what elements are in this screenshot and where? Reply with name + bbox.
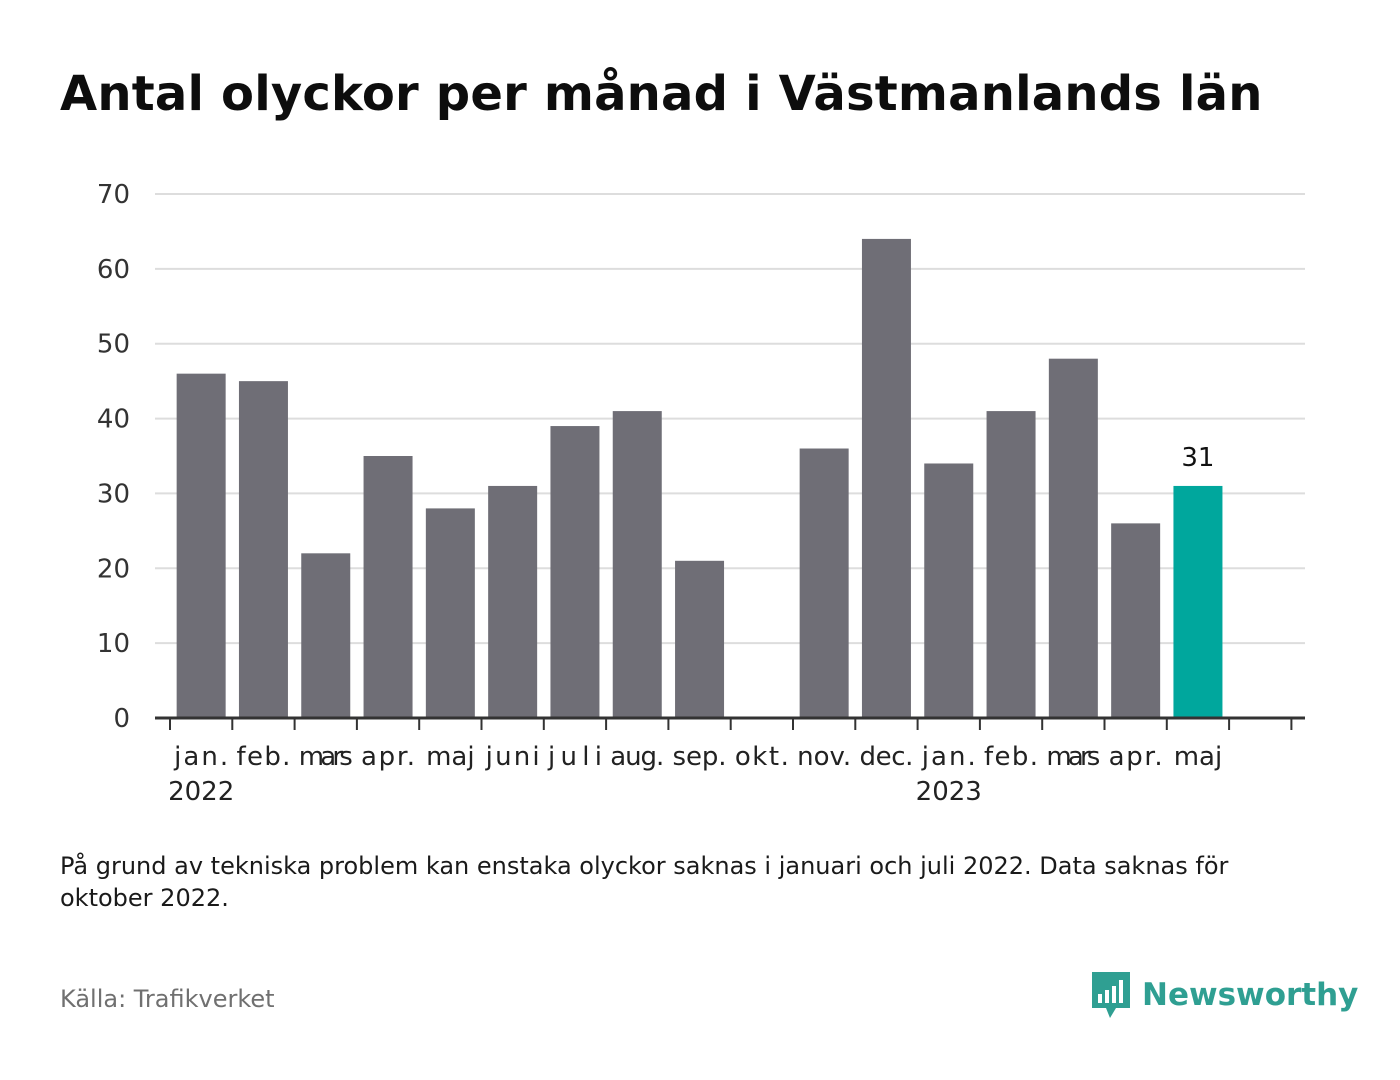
y-tick-label: 70: [97, 180, 130, 210]
x-axis-tick-labels: jan. feb. mars apr. maj juni juli aug. sep. okt. n…: [168, 742, 1222, 807]
bar-chart-logo-icon: [1092, 972, 1130, 1018]
y-tick-label: 60: [97, 255, 130, 285]
x-tick-label: okt.: [735, 742, 789, 772]
bars: [176, 238, 1223, 718]
x-tick-label: nov.: [797, 742, 851, 772]
y-tick-label: 30: [97, 479, 130, 509]
x-tick-label: aug.: [610, 742, 664, 772]
bar: [363, 456, 413, 718]
x-tick-label: apr.: [361, 742, 415, 772]
y-tick-label: 10: [97, 629, 130, 659]
bar: [301, 553, 351, 718]
y-axis-tick-labels: 0 10 20 30 40 50 60 70: [97, 180, 130, 734]
x-tick-label: juli: [547, 742, 602, 772]
bar: [488, 485, 538, 718]
bar: [986, 411, 1036, 718]
x-tick-label: feb.: [236, 742, 290, 772]
bar: [550, 426, 600, 718]
x-tick-label: jan.: [921, 742, 976, 772]
x-axis: [155, 716, 1305, 730]
y-tick-label: 0: [113, 704, 130, 734]
x-tick-label: feb.: [984, 742, 1038, 772]
data-labels: 31: [1181, 443, 1214, 473]
source-credit: Källa: Trafikverket: [60, 985, 275, 1013]
bar: [1048, 358, 1098, 718]
x-tick-label: maj: [1174, 742, 1222, 772]
bar: [176, 373, 226, 718]
x-tick-label: juni: [485, 742, 540, 772]
y-tick-label: 40: [97, 405, 130, 435]
x-tick-label: mars: [299, 742, 353, 772]
x-tick-label: mars: [1046, 742, 1100, 772]
bar: [924, 463, 974, 718]
x-tick-label: sep.: [673, 742, 727, 772]
y-tick-label: 50: [97, 330, 130, 360]
brand-name: Newsworthy: [1142, 977, 1359, 1013]
x-tick-label: jan.: [173, 742, 228, 772]
bar-highlight: [1173, 485, 1223, 718]
bar: [675, 560, 725, 718]
year-label: 2023: [916, 777, 982, 807]
bar: [425, 508, 475, 718]
newsworthy-logo: Newsworthy: [1090, 970, 1358, 1020]
x-tick-label: dec.: [859, 742, 913, 772]
footnote: På grund av tekniska problem kan enstaka…: [60, 852, 1229, 912]
year-label: 2022: [168, 777, 234, 807]
bar: [238, 381, 288, 718]
bar: [1111, 523, 1161, 718]
chart-title: Antal olyckor per månad i Västmanlands l…: [60, 66, 1263, 122]
x-tick-label: apr.: [1109, 742, 1163, 772]
bar: [799, 448, 849, 718]
bar: [612, 411, 662, 718]
bar: [861, 238, 911, 718]
y-tick-label: 20: [97, 554, 130, 584]
x-tick-label: maj: [426, 742, 474, 772]
data-label: 31: [1181, 443, 1214, 473]
